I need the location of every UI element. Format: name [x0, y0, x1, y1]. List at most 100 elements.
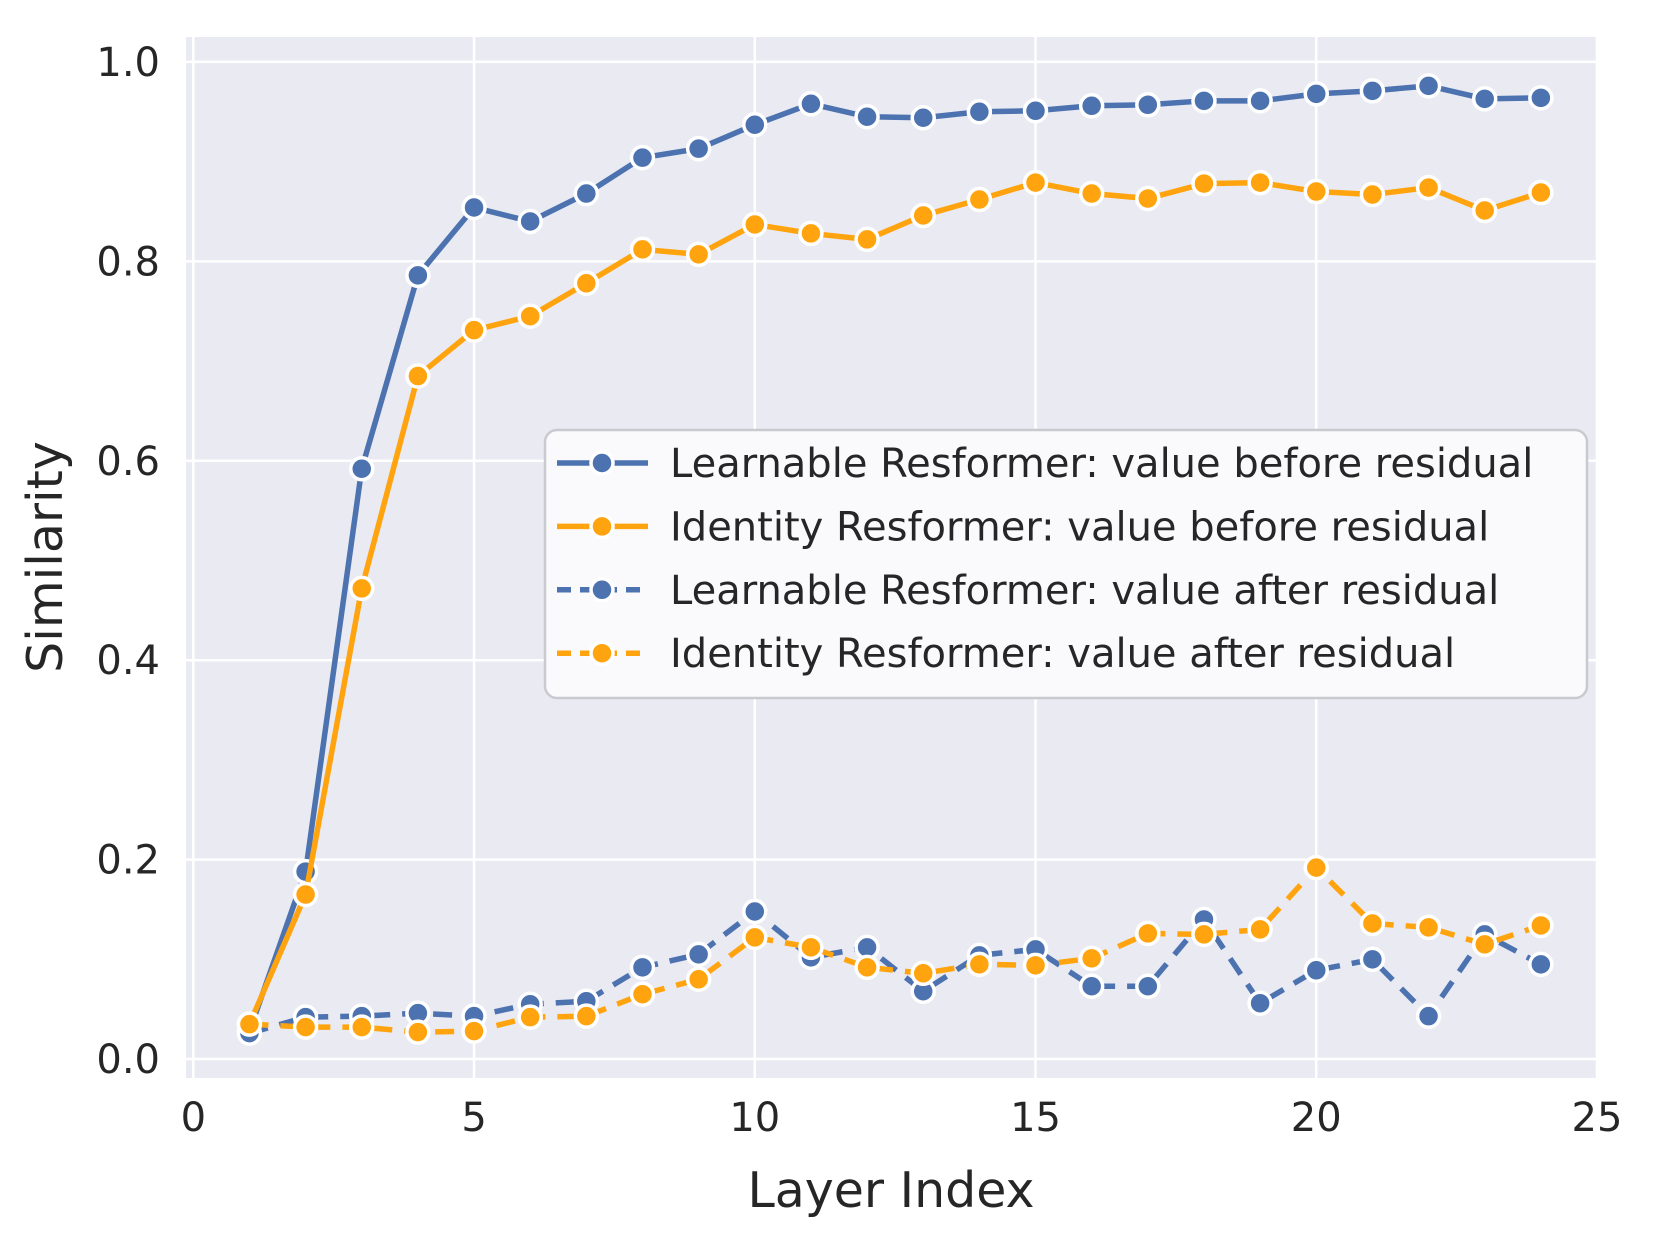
data-point-marker: [1359, 181, 1386, 208]
data-point-marker: [1247, 169, 1273, 196]
data-point-marker: [573, 180, 600, 207]
data-point-marker: [1191, 88, 1217, 114]
data-point-marker: [1247, 990, 1273, 1016]
data-point-marker: [348, 575, 375, 602]
chart-layers: 0 5 10 15 20 25 0.0 0.2 0.4 0.6 0.8 1.0 Learnable Re…: [96, 37, 1622, 1141]
data-point-marker: [348, 456, 375, 482]
data-point-marker: [1415, 1003, 1442, 1029]
data-point-marker: [1022, 952, 1049, 979]
data-point-marker: [461, 194, 487, 221]
data-point-marker: [798, 934, 824, 961]
data-point-marker: [685, 966, 712, 993]
data-point-marker: [1415, 914, 1442, 941]
data-point-marker: [348, 1014, 375, 1040]
data-point-marker: [1303, 957, 1330, 984]
data-point-marker: [742, 211, 768, 238]
legend-marker-dot: [589, 450, 615, 476]
y-tick-label: 0.8: [96, 239, 160, 285]
data-point-marker: [629, 144, 656, 171]
data-point-marker: [1247, 916, 1273, 943]
y-tick-label: 0.0: [96, 1037, 160, 1083]
x-tick-label: 20: [1291, 1095, 1342, 1141]
x-axis-title: Layer Index: [747, 1162, 1034, 1219]
data-point-marker: [1303, 854, 1330, 881]
data-point-marker: [405, 363, 431, 389]
legend-box: [543, 428, 1589, 700]
data-point-marker: [1022, 98, 1049, 124]
data-point-marker: [1471, 197, 1498, 224]
x-tick-label: 25: [1572, 1095, 1623, 1141]
data-point-marker: [1078, 93, 1105, 119]
data-point-marker: [854, 954, 880, 981]
data-point-marker: [1078, 945, 1105, 972]
data-point-marker: [629, 954, 656, 981]
y-tick-label: 0.6: [96, 439, 160, 485]
data-point-marker: [236, 1011, 263, 1037]
series-identity-resformer-value-after-residual: [236, 854, 1554, 1045]
data-point-marker: [461, 1018, 487, 1044]
data-point-marker: [1471, 931, 1498, 958]
data-point-marker: [966, 99, 993, 125]
x-tick-label: 0: [181, 1095, 206, 1141]
data-point-marker: [798, 220, 824, 247]
data-point-marker: [1528, 951, 1554, 978]
y-tick-label: 0.4: [96, 638, 160, 684]
legend-label: Identity Resformer: value before residua…: [670, 504, 1489, 550]
y-axis-title: Similarity: [17, 441, 74, 673]
data-point-marker: [1359, 78, 1386, 104]
data-point-marker: [1359, 910, 1386, 937]
x-tick-label: 10: [729, 1095, 780, 1141]
data-point-marker: [573, 1003, 600, 1029]
data-point-marker: [1247, 88, 1273, 114]
y-tick-label: 1.0: [96, 40, 160, 86]
data-point-marker: [685, 135, 712, 162]
data-point-marker: [1191, 921, 1217, 948]
y-tick-labels: 0.0 0.2 0.4 0.6 0.8 1.0: [96, 40, 160, 1083]
data-point-marker: [1078, 973, 1105, 1000]
legend-marker-dot: [589, 513, 615, 540]
y-tick-label: 0.2: [96, 838, 160, 884]
data-point-marker: [292, 881, 319, 908]
x-tick-label: 15: [1010, 1095, 1061, 1141]
series-learnable-resformer-value-after-residual: [236, 898, 1554, 1046]
data-point-marker: [910, 202, 936, 229]
legend-marker-dot: [589, 577, 615, 603]
data-point-marker: [1135, 185, 1161, 212]
data-point-marker: [1471, 86, 1498, 112]
data-point-marker: [517, 1004, 543, 1030]
legend-row-learnable-resformer-value-before-residual: Learnable Resformer: value before residu…: [557, 441, 1533, 487]
data-point-marker: [405, 1019, 431, 1045]
data-point-marker: [742, 111, 768, 138]
data-point-marker: [1191, 170, 1217, 197]
data-point-marker: [573, 270, 600, 297]
data-point-marker: [405, 262, 431, 289]
data-point-marker: [517, 303, 543, 329]
legend-label: Learnable Resformer: value after residua…: [670, 568, 1499, 614]
x-tick-labels: 0 5 10 15 20 25: [181, 1095, 1623, 1141]
data-point-marker: [798, 91, 824, 117]
data-point-marker: [742, 898, 768, 925]
legend-row-identity-resformer-value-after-residual: Identity Resformer: value after residual: [557, 631, 1455, 677]
data-point-marker: [1359, 946, 1386, 973]
data-point-marker: [1303, 178, 1330, 205]
data-point-marker: [910, 960, 936, 987]
data-point-marker: [1078, 180, 1105, 207]
legend-marker-dot: [589, 640, 615, 666]
data-point-marker: [854, 104, 880, 130]
data-point-marker: [1415, 73, 1442, 99]
data-point-marker: [685, 941, 712, 968]
data-point-marker: [1135, 973, 1161, 1000]
legend-row-identity-resformer-value-before-residual: Identity Resformer: value before residua…: [557, 504, 1489, 550]
data-point-marker: [1135, 92, 1161, 118]
data-point-marker: [966, 186, 993, 213]
legend: Learnable Resformer: value before residu…: [543, 428, 1589, 700]
series-learnable-resformer-value-before-residual: [236, 73, 1554, 1044]
data-point-marker: [966, 951, 993, 978]
data-point-marker: [461, 317, 487, 343]
data-point-marker: [685, 241, 712, 268]
data-point-marker: [1528, 179, 1554, 206]
data-point-marker: [1415, 174, 1442, 201]
data-point-marker: [292, 1014, 319, 1040]
data-point-marker: [517, 208, 543, 235]
